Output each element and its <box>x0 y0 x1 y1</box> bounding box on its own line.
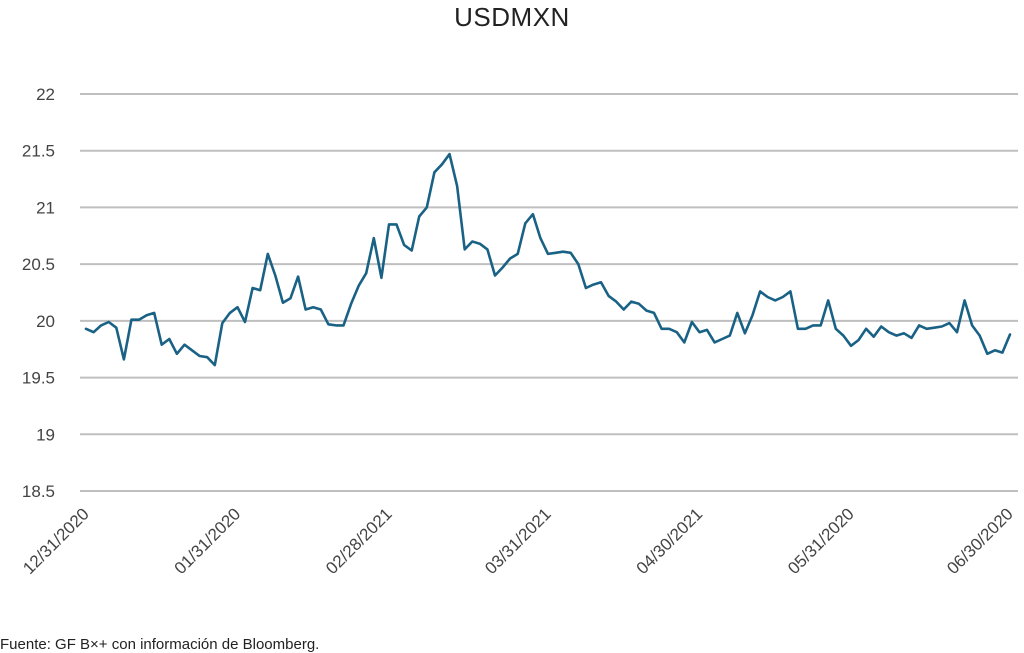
y-tick-label: 18.5 <box>22 482 55 501</box>
y-tick-label: 20.5 <box>22 255 55 274</box>
y-tick-label: 21.5 <box>22 142 55 161</box>
source-note: Fuente: GF B×+ con información de Bloomb… <box>0 636 320 653</box>
y-tick-label: 19 <box>36 425 55 444</box>
y-tick-label: 19.5 <box>22 369 55 388</box>
y-tick-label: 21 <box>36 198 55 217</box>
x-tick-label: 01/31/2020 <box>171 504 245 578</box>
x-tick-label: 05/31/2020 <box>784 504 858 578</box>
y-tick-label: 20 <box>36 312 55 331</box>
x-tick-label: 02/28/2021 <box>322 504 396 578</box>
x-tick-label: 06/30/2020 <box>943 504 1017 578</box>
x-tick-label: 12/31/2020 <box>19 504 93 578</box>
y-tick-label: 22 <box>36 85 55 104</box>
x-tick-label: 04/30/2021 <box>633 504 707 578</box>
series-line-usdmxn <box>84 152 1012 367</box>
chart-title: USDMXN <box>454 2 570 32</box>
x-tick-label: 03/31/2021 <box>481 504 555 578</box>
